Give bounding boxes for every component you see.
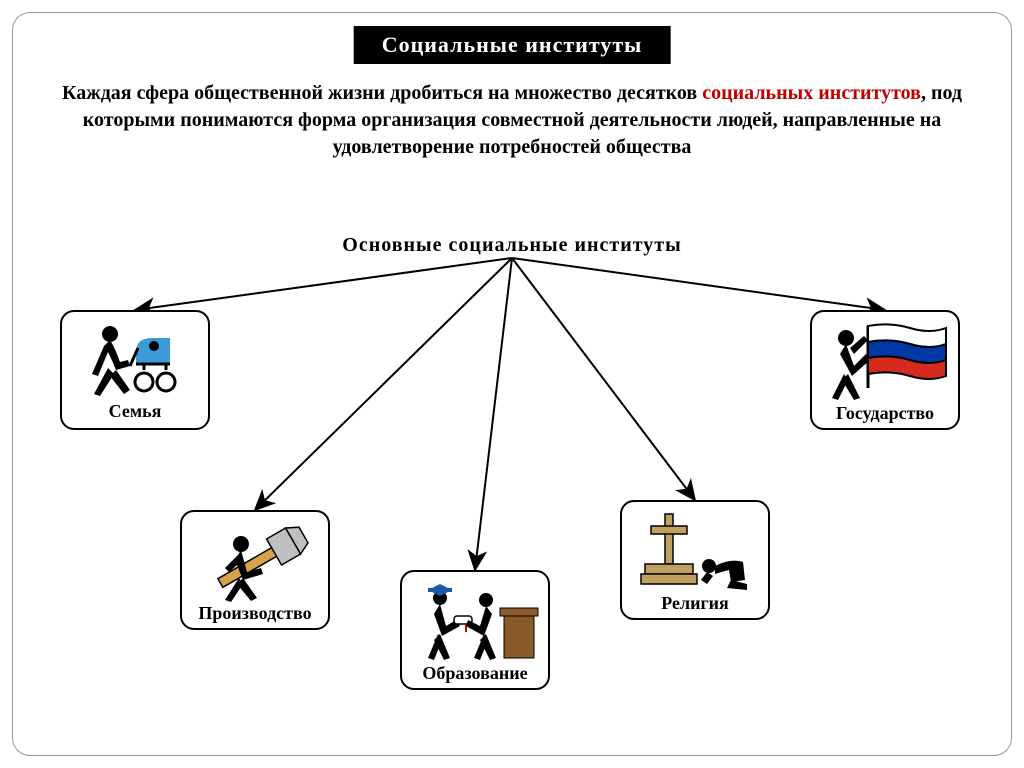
- node-religion: Религия: [620, 500, 770, 620]
- subtitle: Основные социальные институты: [342, 234, 681, 257]
- production-label: Производство: [198, 603, 311, 630]
- intro-emphasis: социальных институтов: [702, 82, 921, 104]
- node-family: Семья: [60, 310, 210, 430]
- node-state: Государство: [810, 310, 960, 430]
- title-box: Социальные институты: [354, 26, 671, 64]
- production-icon: [182, 518, 328, 603]
- node-production: Производство: [180, 510, 330, 630]
- education-label: Образование: [422, 663, 527, 690]
- religion-label: Религия: [661, 593, 729, 620]
- family-icon: [62, 318, 208, 401]
- religion-icon: [622, 508, 768, 593]
- intro-part1: Каждая сфера общественной жизни дробитьс…: [62, 82, 702, 104]
- intro-paragraph: Каждая сфера общественной жизни дробитьс…: [30, 80, 994, 161]
- title-text: Социальные институты: [382, 32, 643, 57]
- node-education: Образование: [400, 570, 550, 690]
- state-icon: [812, 318, 958, 403]
- state-label: Государство: [836, 403, 934, 430]
- education-icon: [402, 578, 548, 663]
- family-label: Семья: [109, 401, 162, 428]
